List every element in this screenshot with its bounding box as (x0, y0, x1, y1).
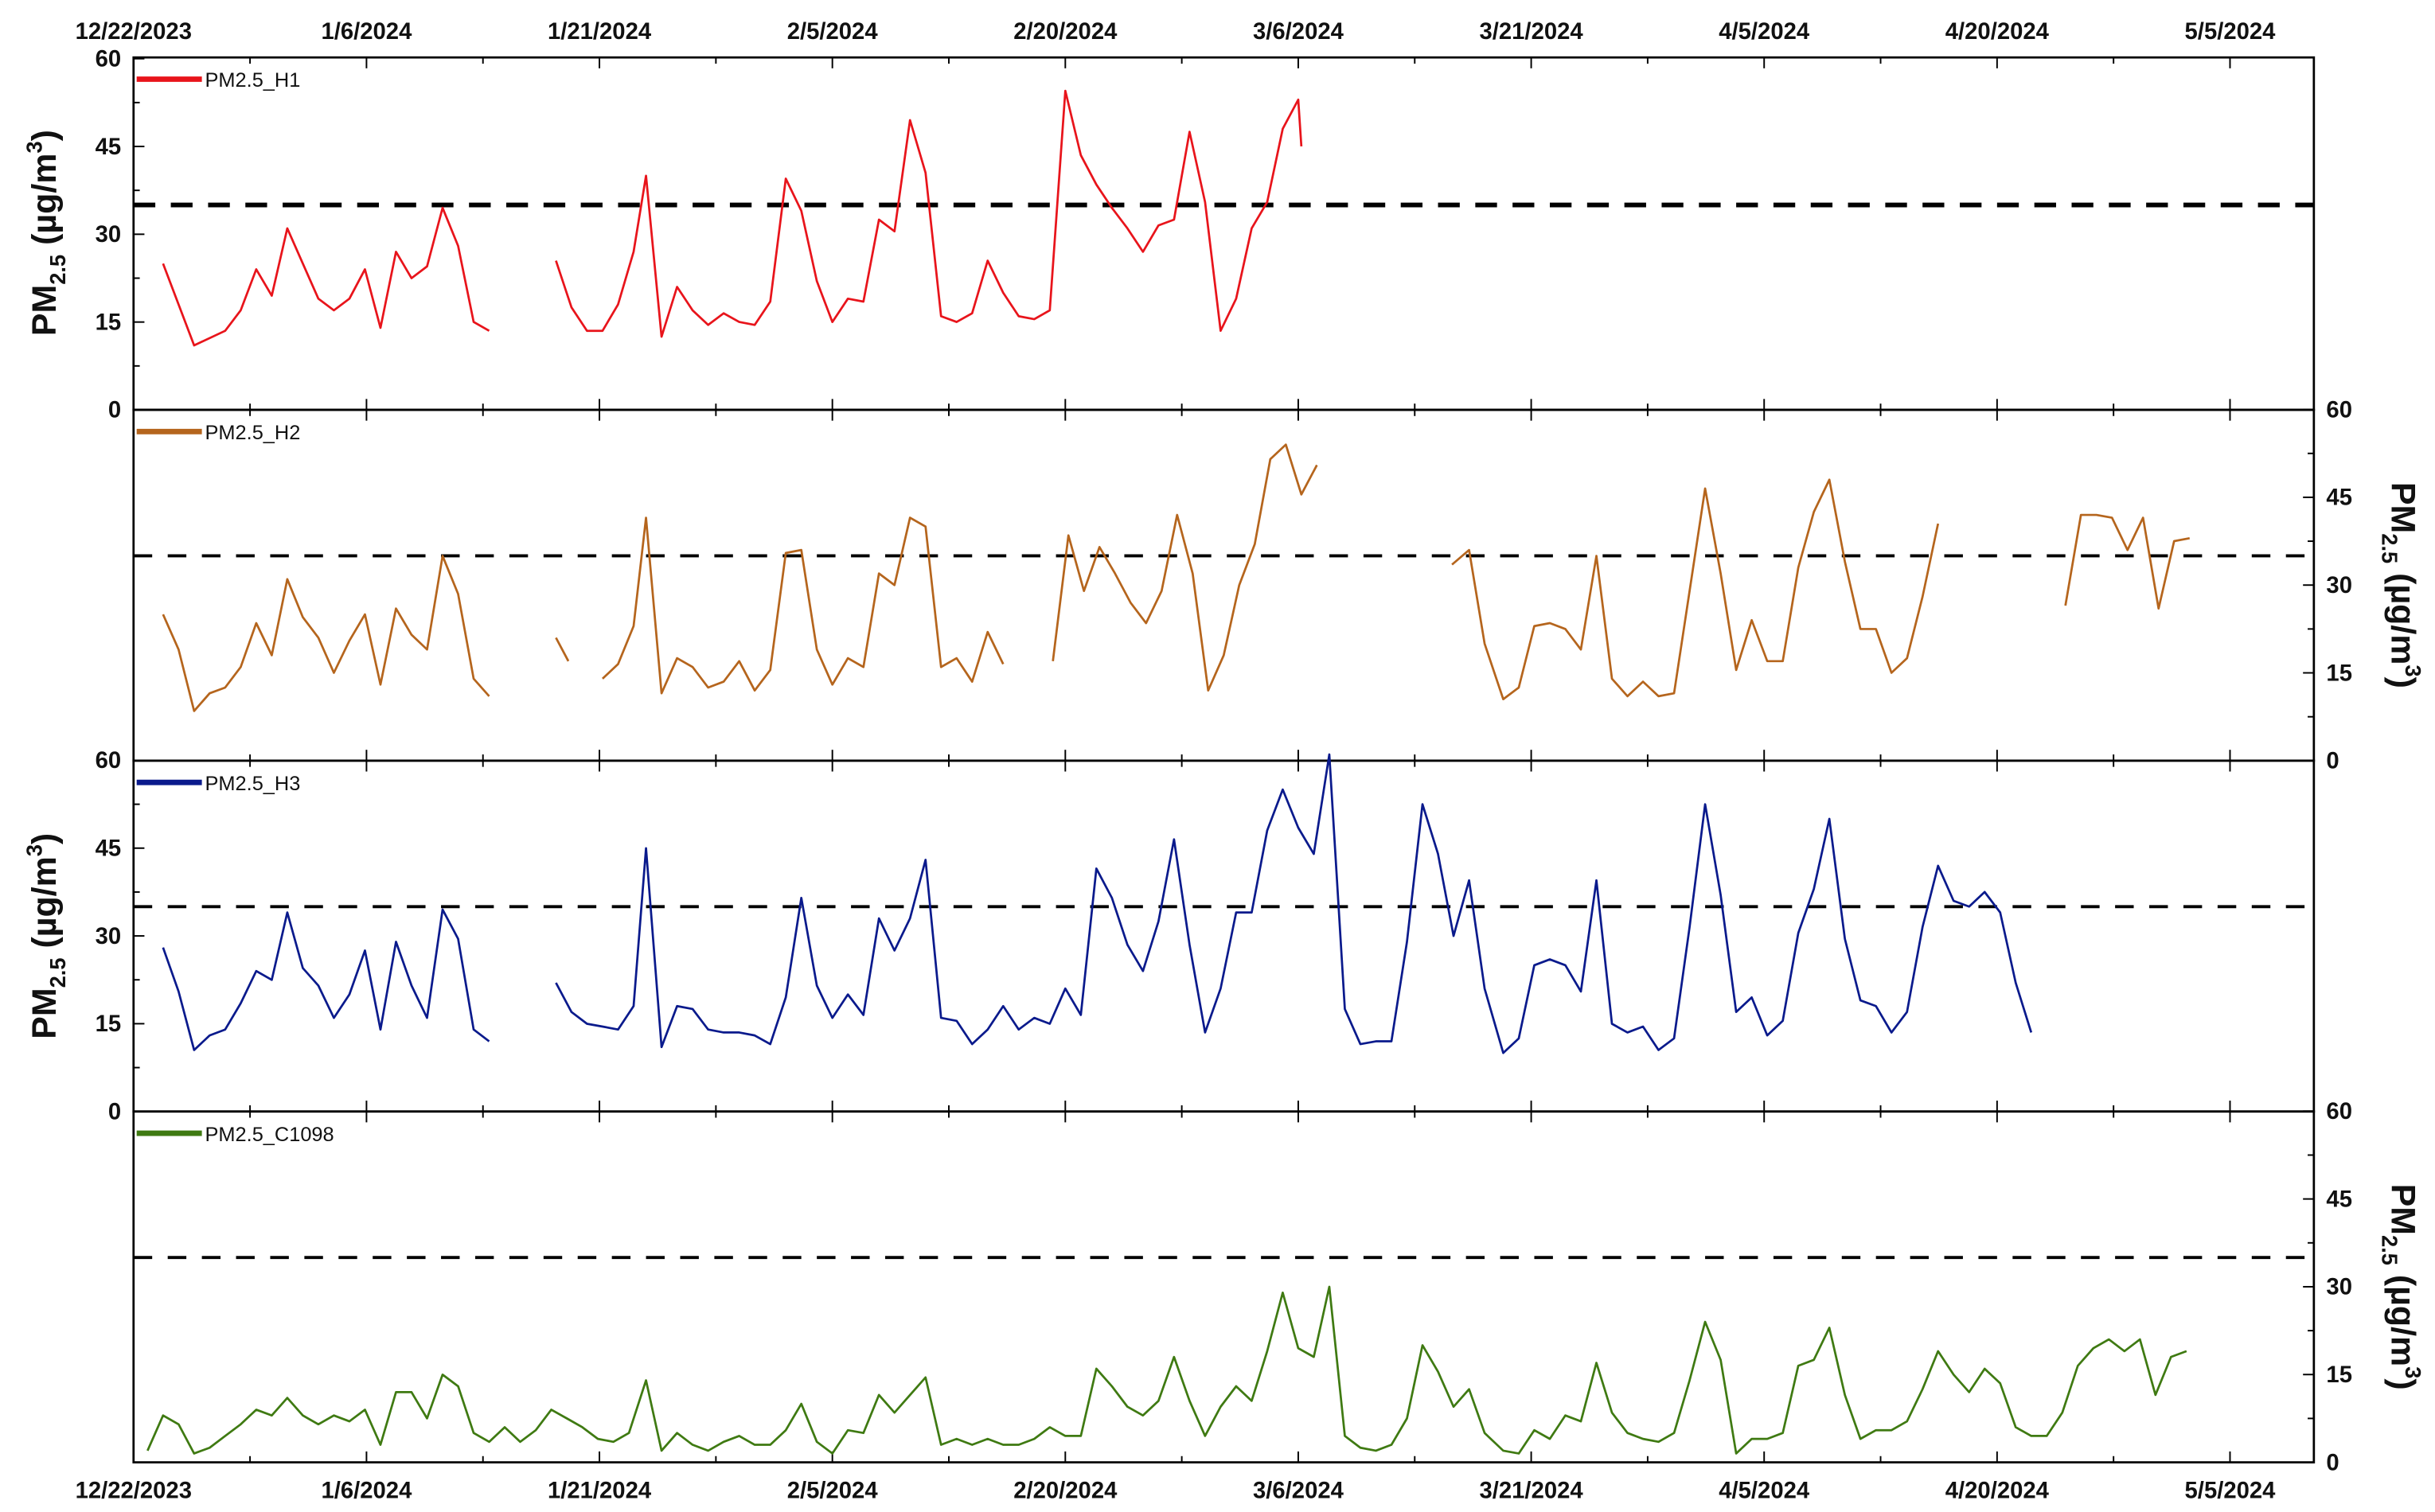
legend-label: PM2.5_H2 (205, 422, 301, 444)
y-tick-label: 30 (96, 924, 122, 949)
x-tick-label: 4/20/2024 (1945, 1478, 2050, 1503)
y-tick-label: 45 (2326, 485, 2352, 511)
y-tick-label: 45 (96, 836, 122, 862)
x-tick-label: 2/20/2024 (1013, 1478, 1118, 1503)
y-tick-label: 60 (96, 46, 122, 72)
y-tick-label: 15 (2326, 1362, 2352, 1388)
legend-label: PM2.5_H3 (205, 773, 301, 795)
series-line (1052, 443, 1318, 692)
x-tick-label: 3/21/2024 (1480, 1478, 1584, 1503)
x-tick-label: 3/6/2024 (1253, 1478, 1344, 1503)
series-line (162, 555, 490, 712)
y-tick-label: 30 (96, 222, 122, 247)
x-tick-label: 3/21/2024 (1480, 19, 1584, 45)
y-tick-label: 0 (108, 1099, 121, 1124)
y-axis-title-right-top: PM2.5 (µg/m3) (2378, 482, 2425, 688)
x-tick-label: 4/20/2024 (1945, 19, 2050, 45)
x-tick-label: 2/5/2024 (787, 1478, 879, 1503)
bottom-x-axis-labels: 12/22/2023 1/6/2024 1/21/2024 2/5/2024 2… (76, 1478, 2277, 1503)
y-tick-label: 60 (2326, 1099, 2352, 1124)
svg-text:PM2.5 (µg/m3): PM2.5 (µg/m3) (22, 130, 70, 336)
x-tick-label: 1/6/2024 (321, 19, 412, 45)
legend-label: PM2.5_H1 (205, 69, 301, 92)
series-line (555, 89, 1303, 338)
svg-text:PM2.5 (µg/m3): PM2.5 (µg/m3) (22, 833, 70, 1039)
x-tick-label: 4/5/2024 (1719, 1478, 1810, 1503)
y-axis-title-left-bottom: PM2.5 (µg/m3) (22, 833, 70, 1039)
top-x-axis-labels: 12/22/2023 1/6/2024 1/21/2024 2/5/2024 2… (76, 19, 2277, 45)
x-tick-label: 1/6/2024 (321, 1478, 412, 1503)
panel-c1098: 0 15 30 45 60 PM2.5_C1098 (132, 1099, 2352, 1475)
x-tick-label: 12/22/2023 (76, 19, 192, 45)
y-tick-label: 45 (2326, 1187, 2352, 1212)
y-tick-label: 15 (96, 310, 122, 335)
series-line (2064, 513, 2191, 610)
y-tick-label: 30 (2326, 1275, 2352, 1300)
y-tick-label: 0 (108, 398, 121, 423)
y-tick-label: 45 (96, 134, 122, 160)
y-tick-label: 15 (96, 1011, 122, 1037)
x-tick-label: 1/21/2024 (548, 1478, 652, 1503)
series-line (602, 516, 1005, 695)
x-tick-label: 1/21/2024 (548, 19, 652, 45)
x-tick-label: 12/22/2023 (76, 1478, 192, 1503)
series-line (162, 908, 490, 1051)
y-tick-label: 60 (2326, 397, 2352, 423)
svg-text:PM2.5 (µg/m3): PM2.5 (µg/m3) (2378, 1184, 2425, 1390)
series-line (555, 637, 570, 662)
y-tick-label: 30 (2326, 573, 2352, 598)
y-axis-title-left-top: PM2.5 (µg/m3) (22, 130, 70, 336)
y-tick-label: 0 (2326, 1450, 2339, 1475)
y-tick-label: 0 (2326, 749, 2339, 774)
x-tick-label: 2/5/2024 (787, 19, 879, 45)
x-tick-label: 4/5/2024 (1719, 19, 1810, 45)
series-line (146, 1285, 2187, 1455)
series-line (162, 206, 490, 347)
y-tick-label: 60 (96, 748, 122, 774)
x-tick-label: 5/5/2024 (2185, 1478, 2277, 1503)
series-line (1451, 478, 1940, 700)
y-axis-title-right-bottom: PM2.5 (µg/m3) (2378, 1184, 2425, 1390)
x-tick-label: 5/5/2024 (2185, 19, 2277, 45)
x-tick-label: 3/6/2024 (1253, 19, 1344, 45)
svg-text:PM2.5 (µg/m3): PM2.5 (µg/m3) (2378, 482, 2425, 688)
y-tick-label: 15 (2326, 661, 2352, 686)
x-tick-label: 2/20/2024 (1013, 19, 1118, 45)
series-line (555, 753, 2033, 1054)
legend-label: PM2.5_C1098 (205, 1124, 334, 1146)
